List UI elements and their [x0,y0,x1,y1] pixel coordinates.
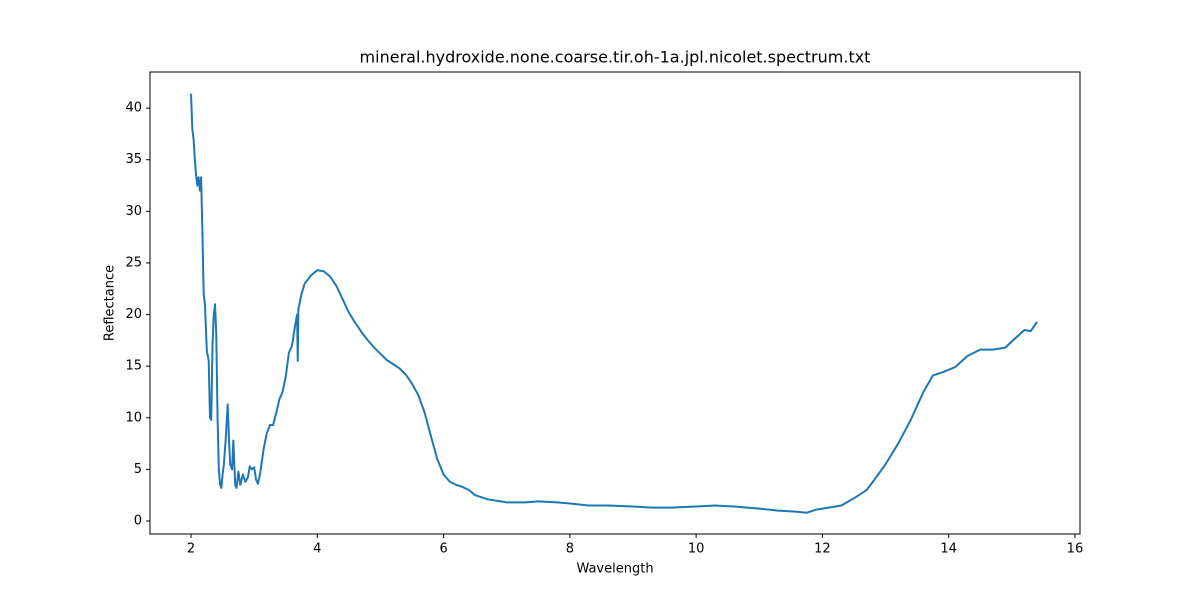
chart-title: mineral.hydroxide.none.coarse.tir.oh-1a.… [360,48,871,67]
y-tick-label: 10 [125,410,142,425]
y-tick-label: 5 [134,462,142,477]
y-tick-label: 25 [125,255,142,270]
x-axis-label: Wavelength [576,562,653,577]
x-tick-label: 4 [313,542,321,557]
x-tick-label: 12 [814,542,831,557]
y-tick-label: 20 [125,307,142,322]
data-line [190,93,1038,514]
y-tick-label: 35 [125,152,142,167]
x-tick-label: 16 [1067,542,1084,557]
x-tick-label: 6 [439,542,447,557]
y-tick-label: 40 [125,101,142,116]
y-tick-label: 0 [134,513,142,528]
plot-frame [149,71,1081,535]
x-tick-label: 10 [688,542,705,557]
y-tick-label: 30 [125,204,142,219]
y-axis-label: Reflectance [103,265,118,341]
x-tick-label: 2 [187,542,195,557]
x-tick-label: 14 [940,542,957,557]
y-tick-label: 15 [125,359,142,374]
x-tick-label: 8 [566,542,574,557]
